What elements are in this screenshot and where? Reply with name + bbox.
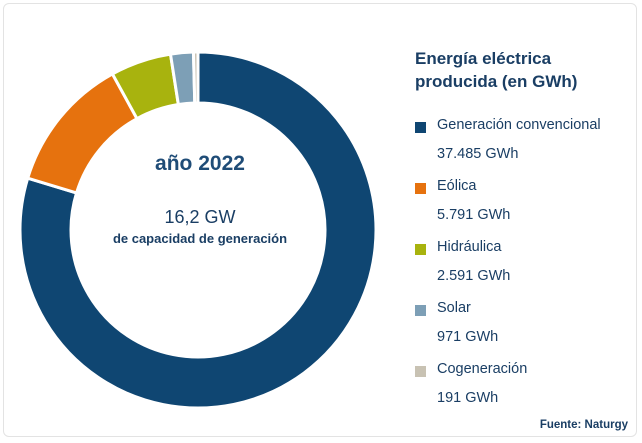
legend-value: 2.591 GWh (437, 268, 511, 284)
legend-label: Cogeneración (437, 361, 528, 377)
legend-title: Energía eléctrica producida (en GWh) (415, 49, 578, 91)
legend-swatch (415, 305, 426, 316)
legend-label: Solar (437, 300, 471, 316)
legend-value: 191 GWh (437, 390, 499, 406)
legend-value: 37.485 GWh (437, 146, 519, 162)
center-capacity-label: de capacidad de generación (112, 231, 288, 246)
legend-label: Eólica (437, 178, 477, 194)
legend-swatch (415, 183, 426, 194)
legend-swatch (415, 122, 426, 133)
center-capacity-value: 16,2 GW (164, 207, 236, 227)
donut-slice-4 (191, 50, 200, 105)
legend-swatch (415, 366, 426, 377)
legend-swatch (415, 244, 426, 255)
legend-value: 5.791 GWh (437, 207, 511, 223)
legend-label: Generación convencional (437, 117, 601, 133)
legend-value: 971 GWh (437, 329, 499, 345)
center-year-label: año 2022 (155, 152, 245, 175)
source-label: Fuente: Naturgy (539, 419, 628, 431)
legend-label: Hidráulica (437, 239, 502, 255)
donut-slice-0 (18, 50, 378, 410)
